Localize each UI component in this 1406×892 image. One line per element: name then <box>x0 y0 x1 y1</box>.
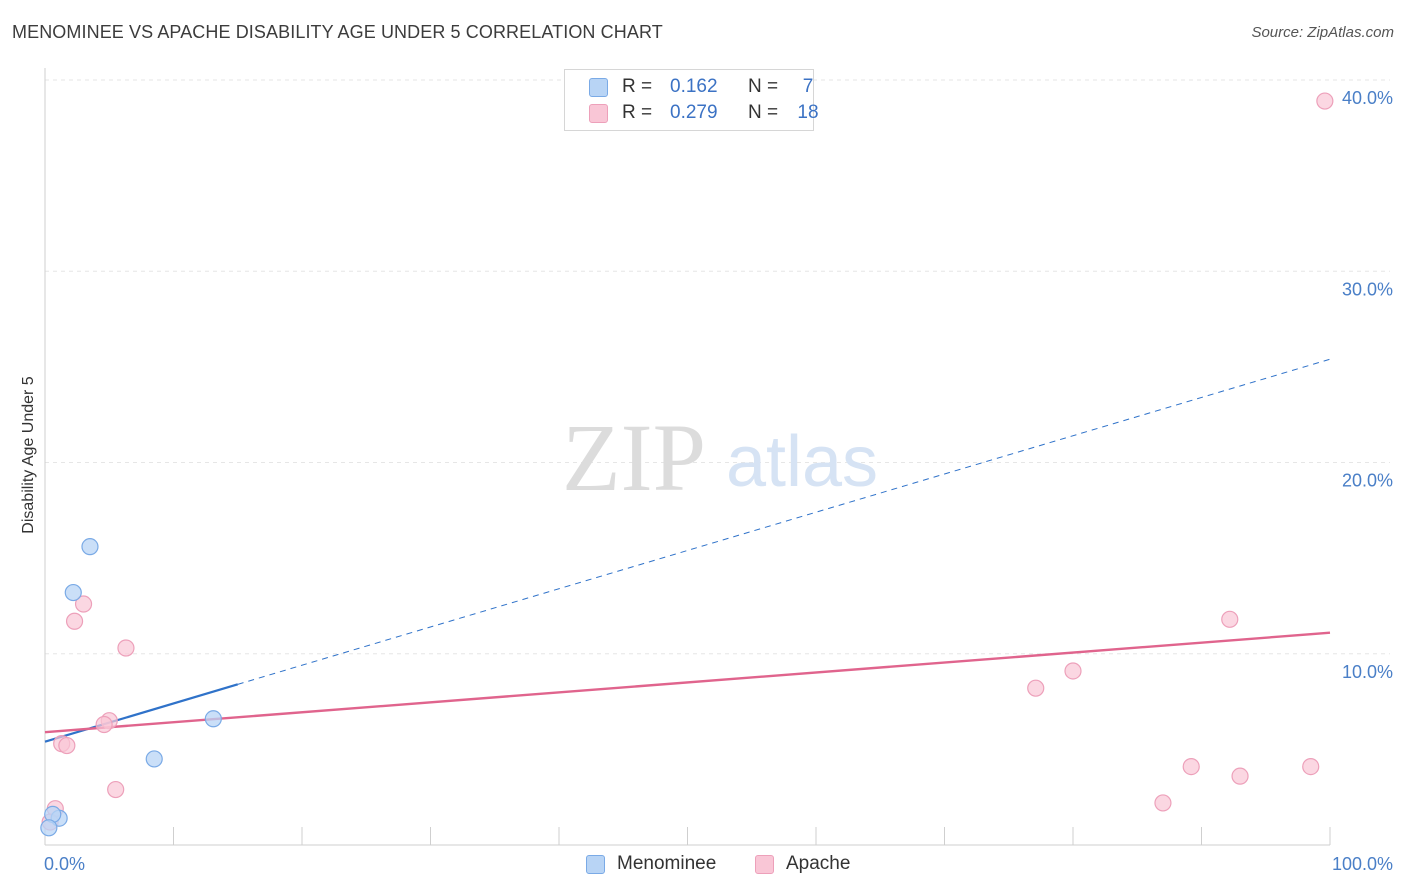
y-tick-label: 10.0% <box>1342 662 1393 682</box>
watermark-atlas: atlas <box>726 422 878 502</box>
data-point-apache <box>1231 767 1249 785</box>
watermark: ZIP atlas <box>562 404 878 511</box>
data-points <box>40 92 1334 837</box>
data-point-apache <box>1221 610 1239 628</box>
legend-row-menominee: R = 0.162 N = 7 <box>589 75 822 99</box>
series-swatch-apache <box>755 854 774 874</box>
legend-n-value: 7 <box>802 76 814 97</box>
y-tick-label: 40.0% <box>1342 88 1393 108</box>
series-legend-menominee: Menominee <box>586 851 716 877</box>
data-point-apache <box>1064 662 1082 680</box>
watermark-zip: ZIP <box>562 404 706 511</box>
legend-n-value: 18 <box>797 102 819 123</box>
legend-swatch-menominee <box>589 77 608 97</box>
data-point-apache <box>1027 679 1045 697</box>
trend-line-apache <box>44 631 1331 734</box>
data-point-apache <box>95 715 113 734</box>
series-name-menominee: Menominee <box>617 853 717 874</box>
data-point-apache <box>74 595 93 613</box>
series-legend-apache: Apache <box>755 851 850 877</box>
legend-swatch-apache <box>589 103 608 123</box>
data-point-menominee <box>81 538 99 556</box>
data-point-menominee <box>64 583 82 602</box>
data-point-menominee <box>145 750 163 768</box>
data-point-apache <box>58 736 76 755</box>
grid-lines <box>45 79 1390 655</box>
y-tick-label: 20.0% <box>1342 471 1393 491</box>
legend-r-label: R = <box>622 76 653 97</box>
x-tick-label: 0.0% <box>44 854 85 874</box>
series-name-apache: Apache <box>786 853 851 874</box>
data-point-apache <box>107 780 125 799</box>
data-point-menominee <box>40 819 58 837</box>
legend-r-value: 0.162 <box>670 76 718 97</box>
y-axis-label: Disability Age Under 5 <box>20 376 37 534</box>
series-swatch-menominee <box>586 854 605 874</box>
correlation-legend: R = 0.162 N = 7 R = 0.279 N = 18 <box>564 69 819 131</box>
data-point-apache <box>1182 757 1200 776</box>
data-point-apache <box>117 639 135 657</box>
trend-lines <box>44 358 1331 743</box>
trend-line-menominee <box>44 683 239 743</box>
data-point-apache <box>1154 794 1172 812</box>
data-point-apache <box>1302 757 1320 776</box>
chart-title: MENOMINEE VS APACHE DISABILITY AGE UNDER… <box>12 22 663 42</box>
data-point-menominee <box>204 710 222 728</box>
x-tick-label: 100.0% <box>1332 854 1393 874</box>
legend-r-value: 0.279 <box>670 102 718 123</box>
trend-line-menominee-extension <box>237 358 1331 685</box>
tick-labels: 10.0% 20.0% 30.0% 40.0% 0.0% 100.0% <box>44 88 1393 874</box>
y-tick-label: 30.0% <box>1342 279 1393 299</box>
legend-n-label: N = <box>748 102 779 123</box>
legend-n-label: N = <box>748 76 779 97</box>
axes <box>44 68 1331 846</box>
legend-row-apache: R = 0.279 N = 18 <box>589 101 822 125</box>
data-point-apache <box>65 612 84 630</box>
source-label: Source: ZipAtlas.com <box>1251 24 1394 41</box>
data-point-apache <box>1316 92 1334 110</box>
legend-r-label: R = <box>622 102 653 123</box>
